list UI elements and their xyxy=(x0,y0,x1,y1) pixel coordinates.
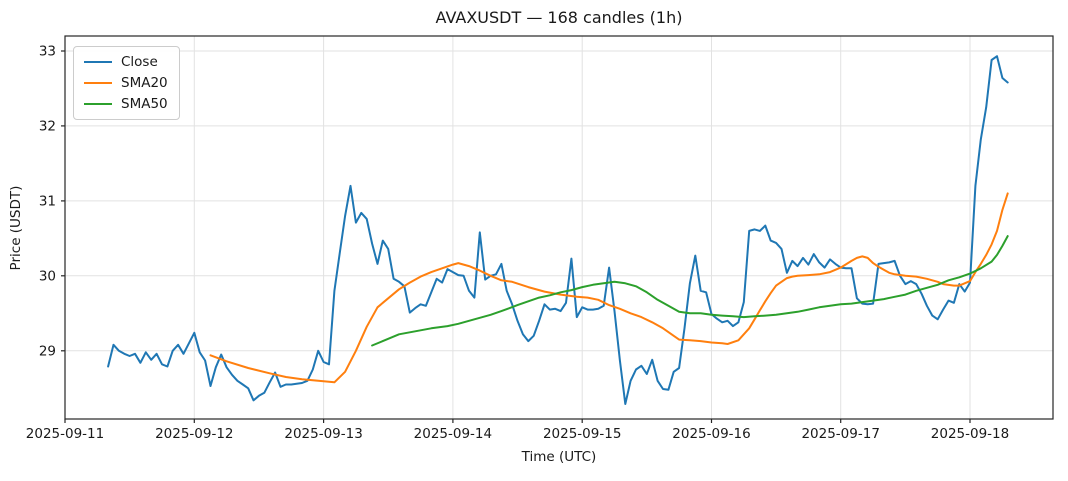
series-line-sma50 xyxy=(371,235,1009,347)
x-tick-label: 2025-09-16 xyxy=(672,426,750,442)
series-line-sma20 xyxy=(209,192,1009,384)
x-axis-label: Time (UTC) xyxy=(521,449,597,465)
y-axis-label: Price (USDT) xyxy=(8,185,24,271)
x-tick-label: 2025-09-13 xyxy=(284,426,362,442)
legend-label-close: Close xyxy=(121,54,158,70)
plot-border xyxy=(64,35,1054,420)
y-tick-label: 30 xyxy=(39,268,56,284)
y-tick-label: 31 xyxy=(39,193,56,209)
x-tick-label: 2025-09-14 xyxy=(414,426,492,442)
legend-box: Close SMA20 SMA50 xyxy=(73,46,180,120)
y-tick-label: 33 xyxy=(39,44,56,60)
close-line-swatch xyxy=(84,61,112,63)
x-tick-label: 2025-09-15 xyxy=(543,426,621,442)
y-tick-label: 32 xyxy=(39,118,56,134)
chart-title: AVAXUSDT — 168 candles (1h) xyxy=(435,8,683,27)
x-tick-label: 2025-09-11 xyxy=(26,426,104,442)
legend-label-sma20: SMA20 xyxy=(121,75,168,91)
x-tick-label: 2025-09-17 xyxy=(801,426,879,442)
legend-item-sma50: SMA50 xyxy=(84,96,168,112)
legend-label-sma50: SMA50 xyxy=(121,96,168,112)
legend-item-sma20: SMA20 xyxy=(84,75,168,91)
x-tick-label: 2025-09-12 xyxy=(155,426,233,442)
series-line-close xyxy=(107,55,1009,405)
y-tick-label: 29 xyxy=(39,343,56,359)
x-tick-label: 2025-09-18 xyxy=(931,426,1009,442)
legend-item-close: Close xyxy=(84,54,168,70)
sma50-line-swatch xyxy=(84,103,112,105)
sma20-line-swatch xyxy=(84,82,112,84)
